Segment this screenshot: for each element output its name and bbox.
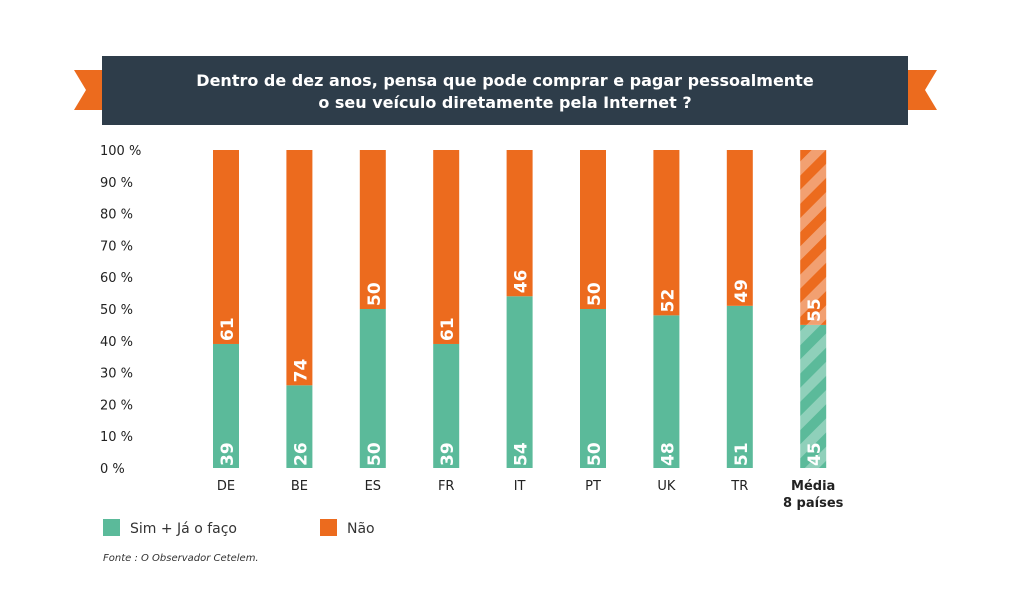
x-tick-label: Média (791, 479, 835, 494)
bar-nao-DE (213, 150, 239, 344)
bar-sim-PT (580, 309, 606, 468)
x-tick-label: FR (438, 479, 455, 494)
value-label-nao: 50 (365, 282, 385, 306)
ribbon-right (908, 70, 937, 110)
value-label-sim: 50 (365, 442, 385, 466)
bar-sim-FR (433, 343, 460, 468)
title-banner (102, 56, 908, 125)
y-tick-label: 0 % (100, 462, 125, 477)
value-label-nao: 61 (218, 317, 238, 341)
bar-sim-TR (726, 305, 753, 468)
value-label-nao: 46 (512, 270, 532, 294)
x-tick-label: IT (514, 479, 526, 494)
bar-nao-BE (286, 150, 313, 386)
value-label-sim: 39 (218, 442, 238, 466)
legend-label-sim: Sim + Já o faço (130, 521, 237, 537)
legend-swatch-nao (320, 519, 337, 536)
bar-nao-IT (506, 150, 533, 297)
y-tick-label: 80 % (100, 208, 133, 223)
bar-nao-TR (726, 150, 753, 306)
value-label-nao: 74 (291, 358, 311, 382)
ribbon-left (74, 70, 102, 110)
y-tick-label: 40 % (100, 335, 133, 350)
x-tick-label: ES (365, 479, 381, 494)
chart-title-line1: Dentro de dez anos, pensa que pode compr… (196, 71, 814, 90)
x-tick-label: TR (730, 479, 748, 494)
value-label-sim: 48 (658, 442, 678, 466)
value-label-sim: 54 (512, 442, 532, 466)
y-tick-label: 90 % (100, 176, 133, 191)
value-label-nao: 61 (438, 317, 458, 341)
value-label-sim: 39 (438, 442, 458, 466)
bar-sim-Média (800, 324, 827, 468)
y-tick-label: 30 % (100, 367, 133, 382)
x-tick-label: 8 países (783, 496, 844, 511)
y-tick-label: 20 % (100, 398, 133, 413)
value-label-nao: 49 (732, 279, 752, 303)
value-label-sim: 45 (805, 442, 825, 466)
bar-sim-BE (286, 385, 313, 468)
source-note: Fonte : O Observador Cetelem. (103, 553, 259, 564)
bar-sim-UK (653, 315, 680, 468)
bar-nao-Média (800, 150, 827, 325)
legend-swatch-sim (103, 519, 120, 536)
bar-nao-UK (653, 150, 680, 316)
x-tick-label: BE (291, 479, 308, 494)
bar-nao-ES (359, 150, 386, 309)
bar-sim-DE (213, 343, 239, 468)
bar-sim-ES (359, 309, 386, 468)
x-tick-label: UK (657, 479, 676, 494)
value-label-nao: 50 (585, 282, 605, 306)
y-tick-label: 50 % (100, 303, 133, 318)
bar-nao-FR (433, 150, 460, 344)
value-label-nao: 55 (805, 298, 825, 322)
value-label-sim: 51 (732, 442, 752, 466)
value-label-sim: 26 (291, 442, 311, 466)
value-label-sim: 50 (585, 442, 605, 466)
y-tick-label: 70 % (100, 239, 133, 254)
y-tick-label: 10 % (100, 430, 133, 445)
y-tick-label: 60 % (100, 271, 133, 286)
chart-title-line2: o seu veículo diretamente pela Internet … (318, 93, 691, 112)
bar-sim-IT (506, 296, 533, 468)
value-label-nao: 52 (658, 289, 678, 313)
legend-label-nao: Não (347, 521, 375, 537)
x-tick-label: DE (217, 479, 235, 494)
bar-nao-PT (580, 150, 606, 309)
x-tick-label: PT (585, 479, 601, 494)
y-tick-label: 100 % (100, 144, 141, 159)
